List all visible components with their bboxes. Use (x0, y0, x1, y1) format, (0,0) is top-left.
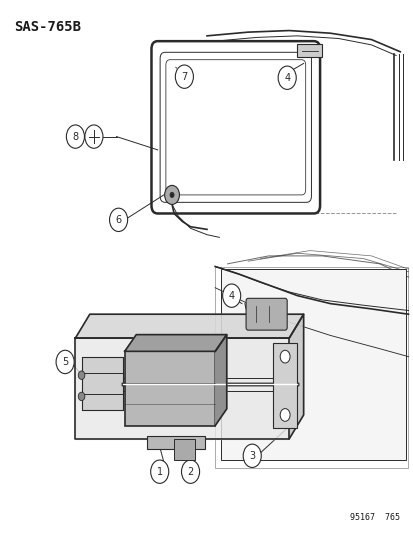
Circle shape (85, 125, 103, 148)
Bar (124, 351, 215, 425)
Text: 4: 4 (228, 290, 234, 301)
Circle shape (109, 208, 127, 231)
Circle shape (164, 185, 179, 205)
Text: 2: 2 (187, 467, 193, 477)
Text: 8: 8 (72, 132, 78, 142)
Bar (297, 44, 321, 57)
Text: 5: 5 (62, 357, 68, 367)
Bar (174, 439, 194, 460)
Circle shape (66, 125, 84, 148)
Circle shape (181, 460, 199, 483)
Polygon shape (124, 335, 226, 351)
Text: 3: 3 (249, 451, 255, 461)
Bar (81, 357, 122, 410)
Circle shape (280, 409, 290, 421)
Text: 6: 6 (115, 215, 121, 225)
Circle shape (222, 284, 240, 308)
Circle shape (78, 392, 85, 401)
Polygon shape (221, 269, 406, 460)
Text: SAS-765B: SAS-765B (14, 20, 81, 34)
Circle shape (280, 350, 290, 363)
Polygon shape (75, 338, 289, 439)
Circle shape (56, 350, 74, 374)
Text: 4: 4 (283, 72, 290, 83)
Polygon shape (215, 335, 226, 425)
Circle shape (78, 371, 85, 379)
Text: 95167  765: 95167 765 (349, 513, 399, 522)
Bar (272, 343, 297, 428)
Circle shape (175, 65, 193, 88)
Text: 7: 7 (181, 71, 187, 82)
Bar (147, 436, 204, 449)
Circle shape (278, 66, 296, 90)
Circle shape (150, 460, 169, 483)
Polygon shape (289, 314, 303, 439)
Circle shape (242, 444, 261, 467)
Polygon shape (75, 314, 303, 338)
FancyBboxPatch shape (245, 298, 287, 330)
Text: 1: 1 (156, 467, 162, 477)
Circle shape (170, 192, 174, 198)
